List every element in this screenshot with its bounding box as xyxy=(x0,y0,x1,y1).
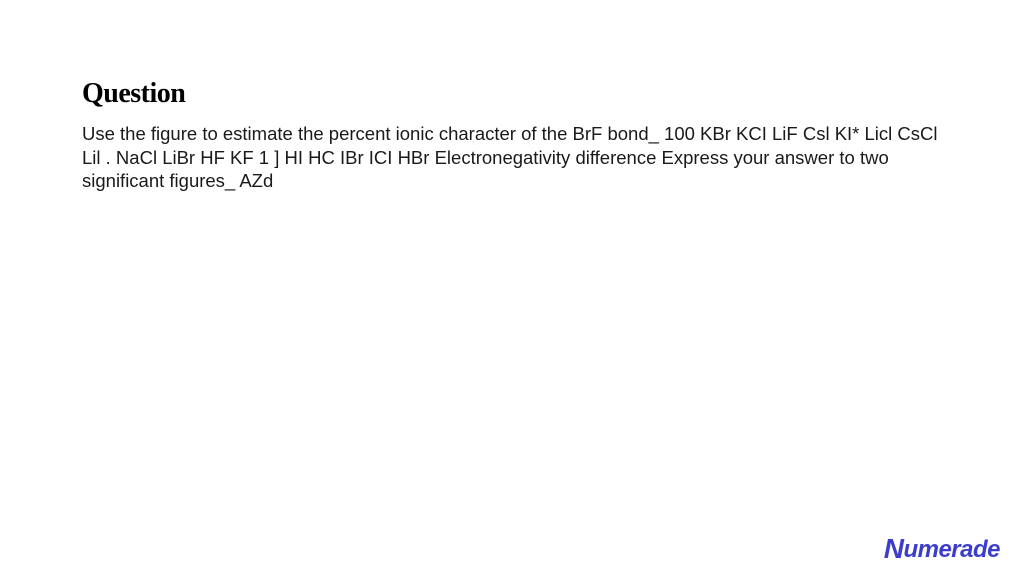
question-heading: Question xyxy=(82,78,942,110)
question-container: Question Use the figure to estimate the … xyxy=(0,0,1024,193)
brand-logo-text: umerade xyxy=(903,536,1000,563)
brand-logo[interactable]: Numerade xyxy=(884,532,1000,564)
brand-logo-glyph: N xyxy=(884,533,904,565)
question-body: Use the figure to estimate the percent i… xyxy=(82,122,942,193)
